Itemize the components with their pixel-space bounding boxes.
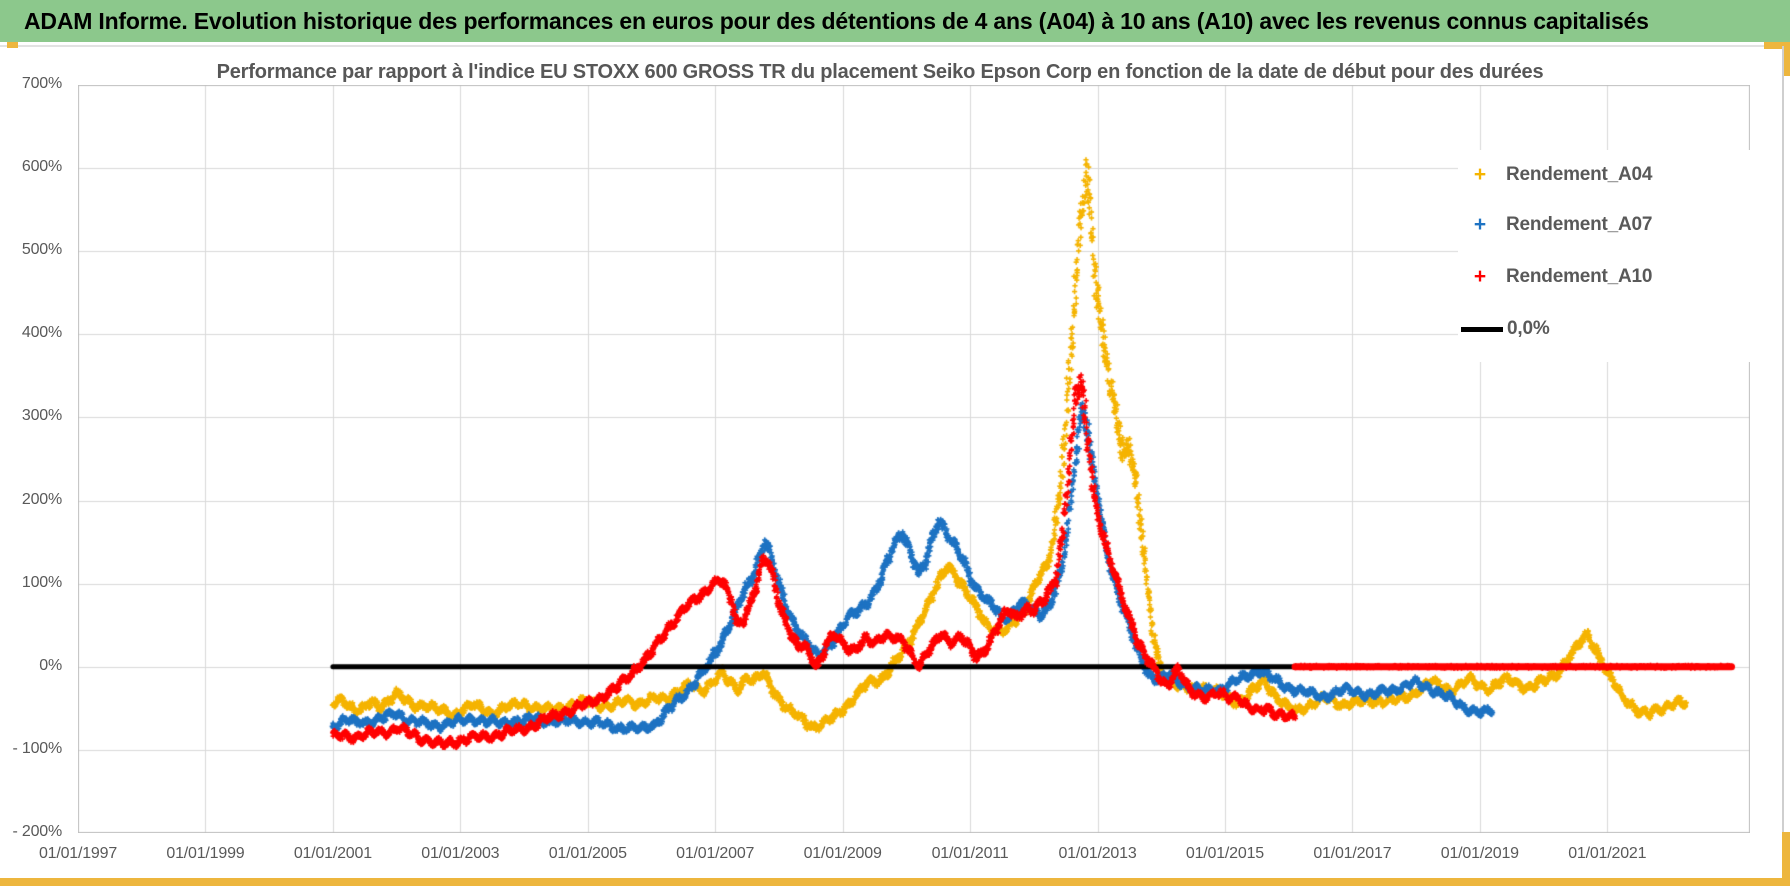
legend-entry-rendement-a10[interactable]: + Rendement_A10 (1458, 260, 1750, 294)
accent-corner-bottom-right-v (1782, 832, 1790, 886)
y-tick-label: 600% (21, 158, 62, 176)
x-tick-label: 01/01/2011 (931, 845, 1009, 862)
legend-label: 0,0% (1507, 318, 1550, 339)
x-tick-label: 01/01/2001 (293, 845, 372, 862)
y-tick-label: 500% (21, 241, 62, 259)
y-tick-label: 700% (21, 75, 62, 92)
x-tick-label: 01/01/2007 (676, 845, 755, 862)
y-tick-label: 400% (21, 324, 62, 342)
page-title: ADAM Informe. Evolution historique des p… (24, 7, 1649, 34)
x-tick-label: 01/01/2019 (1440, 845, 1519, 862)
plus-marker-icon: + (1473, 213, 1487, 236)
y-tick-label: 100% (21, 573, 62, 591)
y-tick-label: - 200% (12, 823, 63, 840)
line-marker-icon (1461, 326, 1503, 332)
x-tick-label: 01/01/2003 (421, 845, 500, 862)
window-right-border (1782, 46, 1784, 878)
x-tick-label: 01/01/2013 (1058, 845, 1137, 862)
header-divider (0, 45, 1790, 47)
plus-marker-icon: + (1473, 265, 1487, 288)
accent-tab-top-left (7, 42, 18, 48)
accent-strip-bottom (0, 878, 1790, 886)
legend-label: Rendement_A07 (1506, 214, 1653, 235)
y-tick-label: 0% (39, 656, 62, 674)
x-tick-label: 01/01/1997 (38, 845, 118, 862)
legend-label: Rendement_A04 (1506, 164, 1653, 185)
y-tick-label: 200% (21, 490, 62, 508)
legend-entry-rendement-a04[interactable]: + Rendement_A04 (1458, 158, 1750, 192)
x-tick-label: 01/01/2017 (1313, 845, 1392, 862)
x-tick-label: 01/01/1999 (166, 845, 245, 862)
chart-legend[interactable]: + Rendement_A04 + Rendement_A07 + Rendement_A… (1458, 150, 1750, 362)
header-bar: ADAM Informe. Evolution historique des p… (0, 0, 1790, 42)
y-tick-label: - 100% (12, 739, 63, 757)
legend-label: Rendement_A10 (1506, 266, 1653, 287)
x-tick-label: 01/01/2005 (548, 845, 627, 862)
accent-corner-top-right-h (1764, 42, 1790, 49)
y-tick-label: 300% (21, 407, 62, 425)
chart-title-line1: Performance par rapport à l'indice EU ST… (216, 61, 1544, 83)
x-tick-label: 01/01/2021 (1568, 845, 1647, 862)
plus-marker-icon: + (1473, 163, 1487, 186)
legend-entry-rendement-a07[interactable]: + Rendement_A07 (1458, 208, 1750, 242)
x-tick-label: 01/01/2009 (803, 845, 882, 862)
legend-entry-0-0-[interactable]: 0,0% (1458, 312, 1750, 346)
accent-corner-top-right-v (1782, 42, 1790, 76)
x-tick-label: 01/01/2015 (1185, 845, 1264, 862)
